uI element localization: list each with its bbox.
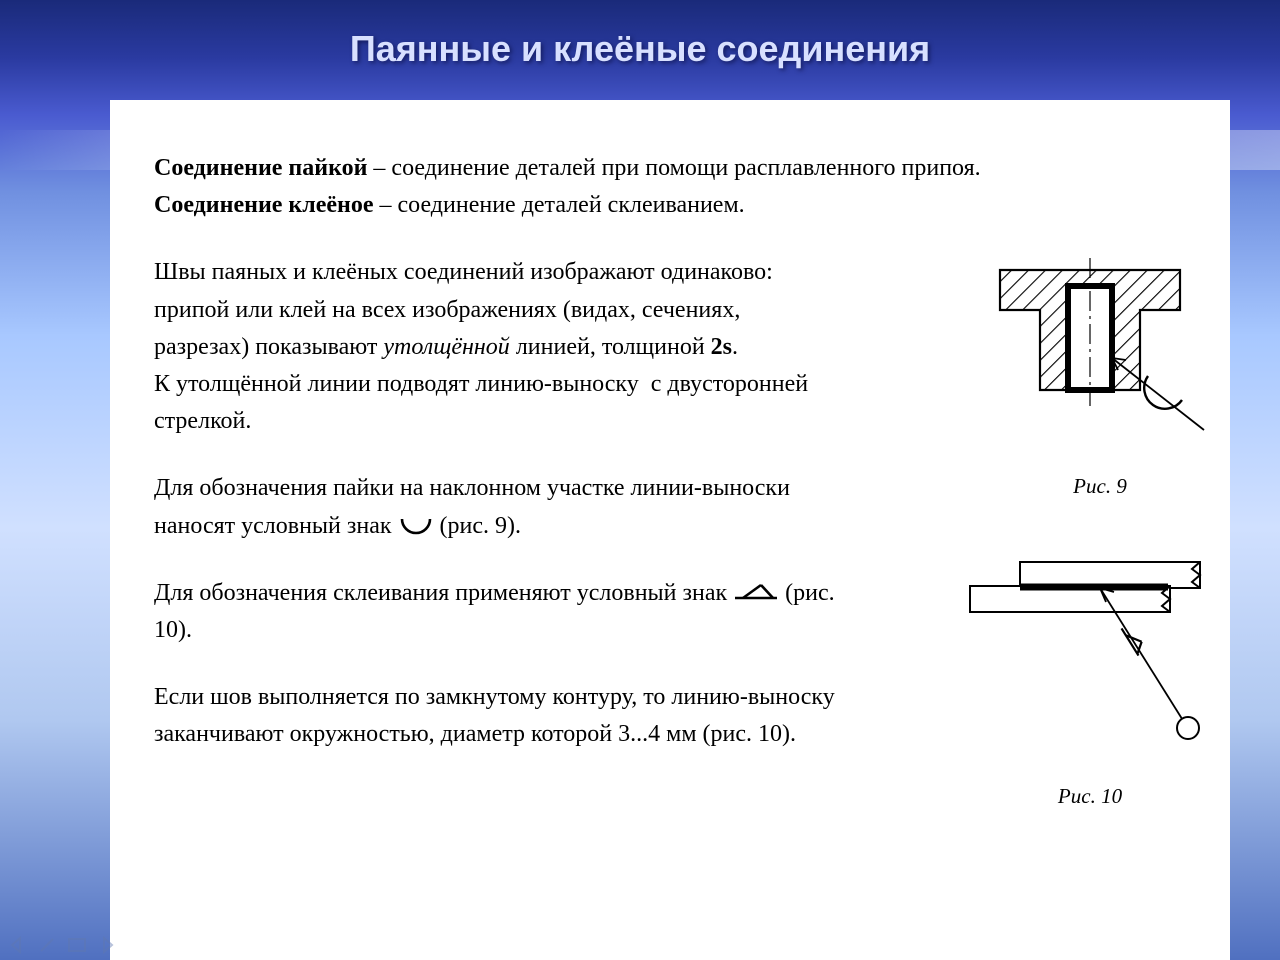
definition-1: Соединение пайкой – соединение деталей п… <box>154 150 1186 187</box>
def-soldering-text: – соединение деталей при помощи расплавл… <box>367 155 980 181</box>
paragraph-solder-symbol: Для обозначения пайки на наклонном участ… <box>154 470 874 544</box>
nav-prev-icon[interactable] <box>8 936 26 954</box>
content-sheet: Соединение пайкой – соединение деталей п… <box>110 100 1230 960</box>
term-gluing: Соединение клеёное <box>154 192 374 218</box>
seam-text-d: К утолщённой линии подводят линию-выноск… <box>154 371 808 434</box>
def-gluing-text: – соединение деталей склеиванием. <box>374 192 745 218</box>
definition-2: Соединение клеёное – соединение деталей … <box>154 187 1186 224</box>
nav-next-icon[interactable] <box>98 936 116 954</box>
paragraph-seams: Швы паяных и клеёных соединений изобража… <box>154 254 834 440</box>
figure-9: Рис. 9 <box>980 250 1220 503</box>
term-soldering: Соединение пайкой <box>154 155 367 181</box>
seam-text-c: . <box>732 334 738 360</box>
p2b: (рис. 9). <box>440 513 521 539</box>
seam-text-ital: утолщённой <box>383 334 509 360</box>
figure-10-caption: Рис. 10 <box>960 780 1220 813</box>
arc-symbol-icon <box>398 515 434 537</box>
figure-10: Рис. 10 <box>960 550 1220 813</box>
nav-pen-icon[interactable] <box>38 936 56 954</box>
figure-9-caption: Рис. 9 <box>980 470 1220 503</box>
figure-9-svg <box>980 250 1220 450</box>
seam-text-2s: 2s <box>711 334 732 360</box>
p3a: Для обозначения склеивания применяют усл… <box>154 580 733 606</box>
seam-text-b: линией, толщиной <box>510 334 711 360</box>
paragraph-closed-contour: Если шов выполняется по замкнутому конту… <box>154 679 874 753</box>
p4: Если шов выполняется по замкнутому конту… <box>154 684 835 747</box>
glue-symbol-icon <box>733 582 779 602</box>
nav-toolbar <box>8 936 116 954</box>
nav-screen-icon[interactable] <box>68 938 86 952</box>
figure-10-svg <box>960 550 1220 760</box>
slide-title: Паянные и клеёные соединения <box>0 28 1280 70</box>
paragraph-glue-symbol: Для обозначения склеивания применяют усл… <box>154 575 874 649</box>
